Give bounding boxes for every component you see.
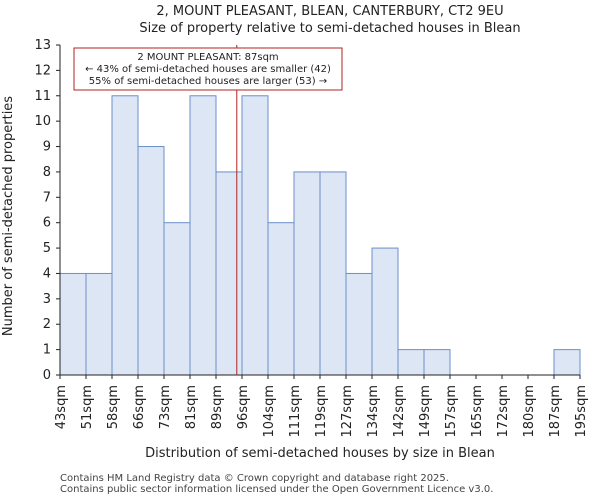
footer-line-1: Contains HM Land Registry data © Crown c…	[60, 473, 449, 484]
x-tick-label: 51sqm	[80, 385, 95, 429]
x-tick-label: 180sqm	[522, 385, 537, 438]
bar	[137, 146, 165, 376]
bar	[215, 171, 243, 376]
annotation-larger-share: 55% of semi-detached houses are larger (…	[89, 76, 327, 87]
x-tick-label: 157sqm	[444, 385, 459, 438]
x-tick-label: 127sqm	[340, 385, 355, 438]
y-tick-label: 0	[43, 368, 51, 383]
y-tick-label: 10	[34, 114, 51, 129]
y-tick-label: 7	[43, 190, 51, 205]
x-tick-label: 134sqm	[366, 385, 381, 438]
chart-title: 2, MOUNT PLEASANT, BLEAN, CANTERBURY, CT…	[156, 4, 503, 19]
x-tick-label: 119sqm	[314, 385, 329, 438]
footer-line-2: Contains public sector information licen…	[60, 484, 494, 495]
bar	[111, 95, 139, 376]
x-tick-label: 165sqm	[470, 385, 485, 438]
x-axis-label: Distribution of semi-detached houses by …	[145, 446, 495, 461]
bar	[163, 222, 191, 376]
x-tick-label: 43sqm	[54, 385, 69, 429]
x-tick-label: 104sqm	[262, 385, 277, 438]
x-tick-label: 66sqm	[132, 385, 147, 429]
y-tick-label: 1	[43, 343, 51, 358]
x-tick-label: 73sqm	[158, 385, 173, 429]
x-tick-label: 111sqm	[288, 385, 303, 438]
y-tick-label: 12	[34, 63, 51, 78]
bar	[345, 272, 373, 376]
y-tick-label: 6	[43, 216, 51, 231]
chart-subtitle: Size of property relative to semi-detach…	[139, 21, 520, 36]
bar	[85, 272, 113, 376]
x-tick-label: 195sqm	[574, 385, 589, 438]
y-tick-label: 5	[43, 241, 51, 256]
x-tick-label: 58sqm	[106, 385, 121, 429]
x-tick-label: 81sqm	[184, 385, 199, 429]
bar	[293, 171, 321, 376]
bar	[267, 222, 295, 376]
bar	[423, 349, 451, 376]
x-tick-label: 187sqm	[548, 385, 563, 438]
y-tick-label: 2	[43, 317, 51, 332]
y-tick-label: 13	[34, 38, 51, 53]
annotation-box	[73, 47, 343, 91]
bar	[371, 247, 399, 376]
bar	[319, 171, 347, 376]
y-tick-label: 8	[43, 165, 51, 180]
x-tick-label: 89sqm	[210, 385, 225, 429]
bar	[189, 95, 217, 376]
bar	[241, 95, 269, 376]
y-tick-label: 9	[43, 140, 51, 155]
x-tick-label: 172sqm	[496, 385, 511, 438]
bar	[397, 349, 425, 376]
y-axis-label: Number of semi-detached properties	[1, 96, 16, 336]
bar	[59, 272, 87, 376]
y-tick-label: 11	[34, 89, 51, 104]
annotation-property-size: 2 MOUNT PLEASANT: 87sqm	[137, 52, 278, 63]
y-tick-label: 4	[43, 266, 51, 281]
x-tick-label: 149sqm	[418, 385, 433, 438]
bar	[553, 349, 581, 376]
annotation-smaller-share: ← 43% of semi-detached houses are smalle…	[85, 64, 331, 75]
y-tick-label: 3	[43, 292, 51, 307]
x-tick-label: 142sqm	[392, 385, 407, 438]
x-tick-label: 96sqm	[236, 385, 251, 429]
